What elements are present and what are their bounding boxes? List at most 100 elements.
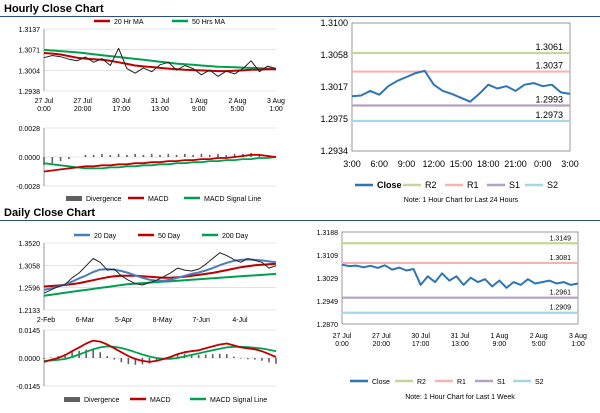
daily-lastweek-x-tick: 1 Aug 9:00 [490,333,508,348]
daily-lastweek-y-tick: 1.2949 [317,299,339,306]
hourly-last24-x-tick: 9:00 [398,159,416,169]
daily-lastweek-y-tick: 1.3188 [317,230,339,237]
daily-price-y-tick: 1.2596 [19,286,41,293]
hourly-price-x-tick: 30 Jul 17:00 [112,98,131,113]
hourly-macd-chart: 0.0028 0.0000 -0.0028 Divergence MACD MACD Si… [16,126,277,203]
hourly-price-x-tick: 27 Jul 0:00 [35,98,54,113]
daily-macd-y-tick: -0.0145 [16,384,40,391]
daily-lastweek-level-label-s2: 1.2909 [550,305,572,312]
daily-macd-chart: 0.0145 0.0000 -0.0145 Divergence MACD MACD Si… [16,328,277,404]
daily-price-y-tick: 1.2133 [19,308,41,315]
hourly-last24-x-tick: 21:00 [504,159,527,169]
hourly-last24-chart: 1.3100 1.3058 1.3017 1.2975 1.2934 1.3061 1.30… [320,18,579,204]
daily-macd-line [43,339,277,363]
hourly-last24-note: Note: 1 Hour Chart for Last 24 Hours [404,197,519,204]
hourly-last24-y-tick: 1.3100 [320,18,348,28]
hourly-macd-legend-macd: MACD [148,196,169,203]
daily-macd-legend-macd-signal-line: MACD Signal Line [210,397,267,404]
daily-lastweek-x-tick: 31 Jul 13:00 [451,333,470,348]
hourly-last24-x-tick: 6:00 [370,159,388,169]
hourly-macd-legend-swatch [66,196,82,201]
daily-price-x-tick: 5-Apr [115,317,133,324]
hourly-last24-x-tick: 15:00 [450,159,473,169]
hourly-last24-x-tick: 3:00 [343,159,361,169]
hourly-last24-close-line [351,69,571,103]
daily-macd-legend-macd: MACD [150,397,171,404]
hourly-price-y-tick: 1.3137 [19,27,41,34]
daily-lastweek-legend-r1: R1 [457,379,466,386]
hourly-last24-x-tick: 3:00 [561,159,579,169]
hourly-last24-x-tick: 18:00 [477,159,500,169]
hourly-last24-y-tick: 1.2975 [320,114,348,124]
hourly-last24-y-tick: 1.2934 [320,146,348,156]
daily-price-y-tick: 1.3520 [19,241,41,248]
hourly-macd-y-tick: 0.0000 [19,155,41,162]
daily-price-x-tick: 8-May [153,317,173,324]
daily-price-200day-line [43,272,277,297]
daily-price-y-tick: 1.3058 [19,263,41,270]
hourly-macd-legend-macd-signal-line: MACD Signal Line [204,196,261,203]
hourly-last24-level-label-r2: 1.3061 [535,42,563,52]
daily-macd-y-tick: 0.0000 [19,356,41,363]
hourly-price-50hr-ma-line [43,48,276,70]
hourly-last24-level-label-r1: 1.3037 [535,61,563,71]
hourly-last24-legend-r1: R1 [467,180,479,190]
daily-price-legend-50-day: 50 Day [158,233,181,240]
hourly-price-legend-50-hrs-ma: 50 Hrs MA [192,19,225,26]
daily-price-x-tick: 7-Jun [192,317,210,324]
daily-lastweek-x-tick: 3 Aug 1:00 [569,333,587,348]
daily-lastweek-x-tick: 27 Jul 0:00 [333,333,352,348]
hourly-last24-level-label-s1: 1.2993 [535,95,563,105]
hourly-price-legend-20-hr-ma: 20 Hr MA [114,19,144,26]
hourly-price-x-tick: 3 Aug 1:00 [267,98,285,113]
daily-lastweek-close-line [341,263,579,289]
daily-lastweek-x-tick: 27 Jul 20:00 [372,333,391,348]
daily-macd-y-tick: 0.0145 [19,328,41,335]
daily-lastweek-level-label-r2: 1.3149 [550,235,572,242]
daily-price-x-tick: 6-Mar [76,317,95,324]
hourly-last24-plot-frame [351,22,571,152]
hourly-price-x-tick: 31 Jul 13:00 [151,98,170,113]
hourly-last24-x-tick: 12:00 [422,159,445,169]
daily-price-chart: 20 Day 50 Day 200 Day 1.3520 1.3058 1.2596 1.2… [19,233,277,324]
hourly-macd-y-tick: 0.0028 [19,126,41,133]
daily-lastweek-legend-r2: R2 [417,379,426,386]
hourly-price-x-tick: 1 Aug 9:00 [190,98,208,113]
hourly-last24-x-tick: 0:00 [534,159,552,169]
daily-price-x-tick: 4-Jul [232,317,248,324]
daily-lastweek-legend-s2: S2 [535,379,544,386]
hourly-macd-y-tick: -0.0028 [16,184,40,191]
hourly-last24-legend-s1: S1 [509,180,520,190]
hourly-price-x-tick: 27 Jul 20:00 [73,98,92,113]
daily-lastweek-y-tick: 1.3109 [317,253,339,260]
hourly-last24-legend-close: Close [377,180,402,190]
hourly-price-y-tick: 1.2938 [19,89,41,96]
daily-price-x-tick: 2-Feb [37,317,55,324]
hourly-price-y-tick: 1.3004 [19,68,41,75]
daily-lastweek-level-label-r1: 1.3081 [550,255,572,262]
hourly-macd-legend-divergence: Divergence [86,196,122,203]
daily-price-close-line [43,252,277,294]
hourly-last24-y-tick: 1.3058 [320,50,348,60]
daily-lastweek-y-tick: 1.2870 [317,322,339,329]
hourly-price-chart: 20 Hr MA 50 Hrs MA 1.3137 1.3071 1.3004 1.293… [19,19,285,113]
daily-divider [0,220,600,221]
hourly-last24-legend-r2: R2 [425,180,437,190]
daily-section-title: Daily Close Chart [4,207,96,219]
daily-price-legend-200-day: 200 Day [222,233,249,240]
daily-price-legend-20-day: 20 Day [94,233,117,240]
daily-lastweek-x-tick: 2 Aug 5:00 [530,333,548,348]
daily-price-20day-line [43,258,277,291]
hourly-macd-signal-line [43,156,277,170]
hourly-price-close-line [43,47,277,77]
hourly-last24-y-tick: 1.3017 [320,82,348,92]
daily-lastweek-y-tick: 1.3029 [317,276,339,283]
daily-lastweek-level-label-s1: 1.2961 [550,290,572,297]
hourly-macd-line [43,154,277,173]
daily-lastweek-plot-frame [341,231,579,325]
hourly-divider [0,16,600,17]
hourly-last24-level-label-s2: 1.2973 [535,110,563,120]
daily-macd-legend-swatch [64,397,80,402]
hourly-price-x-tick: 2 Aug 5:00 [228,98,246,113]
daily-lastweek-legend-s1: S1 [497,379,506,386]
